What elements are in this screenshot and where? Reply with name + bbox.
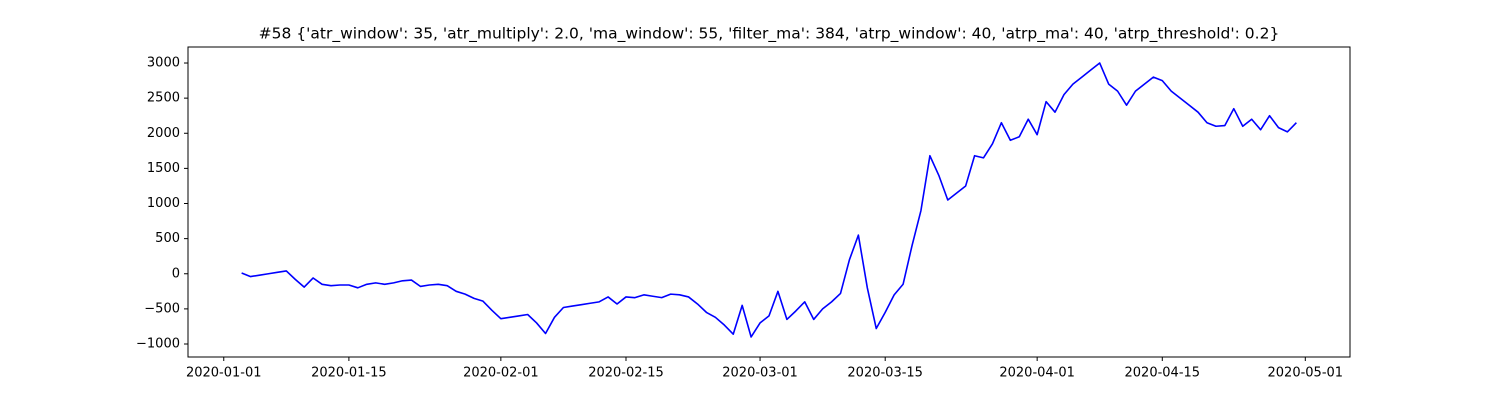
y-tick-label: −1000: [136, 337, 180, 352]
x-tick-label: 2020-04-15: [1125, 366, 1201, 381]
x-tick-label: 2020-02-01: [463, 366, 539, 381]
x-tick-label: 2020-05-01: [1268, 366, 1344, 381]
data-line: [241, 62, 1297, 338]
x-tick-label: 2020-03-15: [847, 366, 923, 381]
x-tick-label: 2020-01-01: [186, 366, 262, 381]
y-tick-label: 0: [172, 266, 180, 281]
y-tick-label: −500: [144, 301, 180, 316]
y-tick-label: 1000: [147, 196, 180, 211]
y-tick-label: 3000: [147, 56, 180, 71]
x-tick-label: 2020-01-15: [311, 366, 387, 381]
y-tick-label: 1500: [147, 161, 180, 176]
y-tick-label: 500: [155, 231, 180, 246]
plot-frame: [187, 46, 1351, 358]
chart-title: #58 {'atr_window': 35, 'atr_multiply': 2…: [259, 25, 1280, 44]
x-tick-label: 2020-02-15: [588, 366, 664, 381]
y-tick-label: 2500: [147, 91, 180, 106]
x-tick-label: 2020-04-01: [999, 366, 1075, 381]
y-tick-label: 2000: [147, 126, 180, 141]
x-tick-label: 2020-03-01: [722, 366, 798, 381]
